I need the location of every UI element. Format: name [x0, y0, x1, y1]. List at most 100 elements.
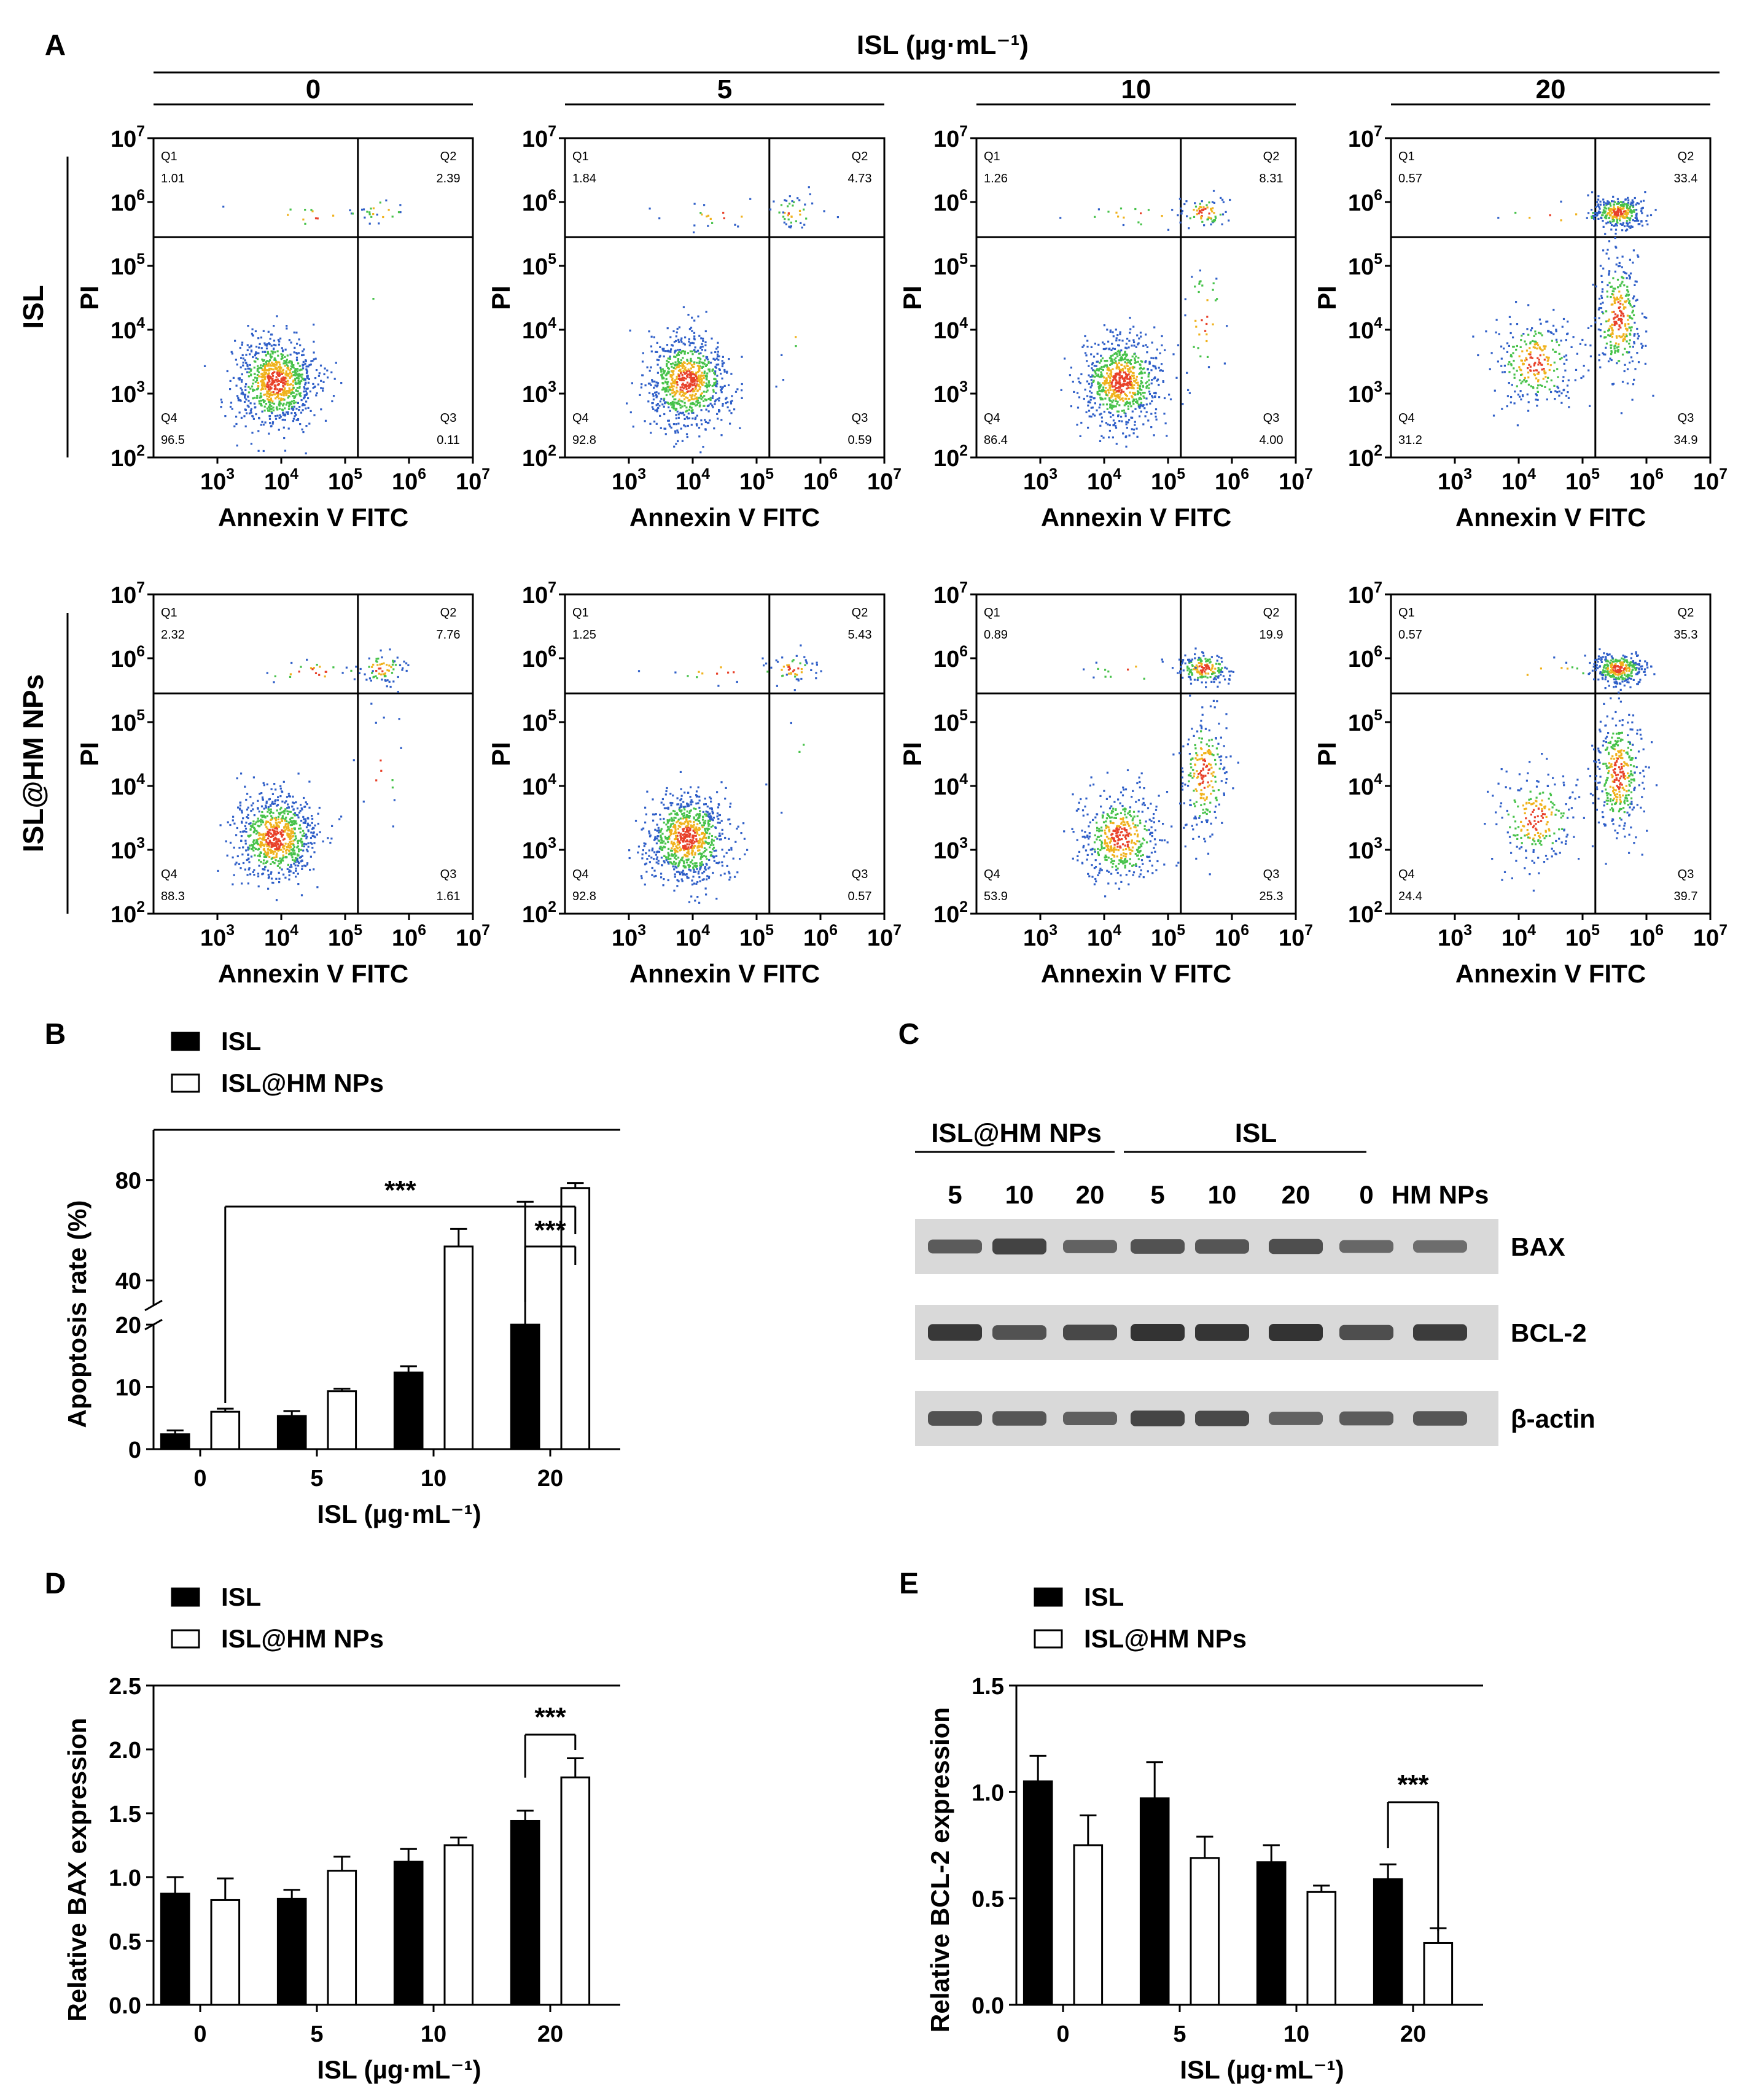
scatter-dot [1611, 212, 1613, 214]
scatter-dot [721, 833, 723, 835]
scatter-dot [1627, 208, 1630, 210]
scatter-dot [1117, 414, 1120, 416]
scatter-dot [670, 426, 672, 429]
q1-name: Q1 [161, 150, 177, 163]
scatter-dot [1127, 359, 1129, 361]
scatter-dot [788, 225, 790, 228]
scatter-dot [287, 849, 290, 852]
scatter-dot [1613, 203, 1616, 206]
scatter-dot [666, 383, 669, 386]
scatter-dot [667, 370, 669, 373]
scatter-dot [721, 365, 723, 368]
scatter-dot [672, 385, 675, 387]
scatter-dot [267, 851, 270, 854]
scatter-dot [268, 812, 271, 815]
scatter-dot [695, 828, 698, 830]
scatter-dot [676, 354, 678, 357]
scatter-dot [1110, 397, 1112, 399]
scatter-dot [256, 388, 259, 391]
scatter-dot [1085, 354, 1088, 357]
scatter-dot [664, 433, 667, 435]
scatter-dot [691, 394, 694, 396]
scatter-dot [283, 838, 286, 840]
scatter-dot [737, 225, 739, 228]
scatter-dot [682, 394, 685, 397]
scatter-dot [247, 400, 250, 402]
scatter-dot [1131, 366, 1134, 369]
scatter-dot [273, 402, 276, 405]
scatter-dot [682, 361, 685, 364]
scatter-dot [690, 403, 692, 405]
scatter-dot [252, 389, 254, 392]
scatter-dot [275, 854, 278, 857]
scatter-dot [308, 378, 310, 380]
scatter-dot [674, 430, 677, 432]
scatter-dot [271, 351, 274, 353]
scatter-dot [284, 449, 287, 452]
scatter-dot [1110, 400, 1112, 402]
scatter-dot [668, 419, 670, 422]
scatter-dot [1107, 211, 1110, 213]
scatter-dot [1583, 365, 1585, 367]
scatter-dot [284, 823, 287, 825]
scatter-dot [289, 870, 292, 873]
scatter-dot [1069, 374, 1071, 376]
scatter-dot [672, 362, 674, 365]
scatter-dot [1605, 252, 1608, 255]
scatter-dot [1132, 432, 1135, 435]
scatter-dot [658, 831, 660, 834]
scatter-dot [241, 854, 244, 856]
scatter-dot [298, 392, 300, 395]
scatter-dot [372, 298, 375, 300]
scatter-dot [1562, 376, 1565, 378]
scatter-dot [672, 841, 675, 844]
scatter-dot [1634, 284, 1636, 286]
scatter-dot [1555, 329, 1557, 331]
scatter-dot [644, 842, 647, 845]
scatter-dot [281, 419, 284, 421]
scatter-dot [720, 391, 723, 394]
scatter-dot [1623, 225, 1626, 228]
scatter-dot [1535, 340, 1537, 343]
scatter-dot [1115, 329, 1117, 331]
scatter-dot [1111, 407, 1113, 410]
scatter-dot [268, 405, 270, 408]
scatter-dot [707, 362, 710, 365]
scatter-dot [1525, 349, 1529, 352]
scatter-dot [1139, 392, 1142, 394]
scatter-dot [1637, 219, 1640, 222]
scatter-dot [1554, 390, 1557, 392]
scatter-dot [1632, 262, 1634, 264]
scatter-dot [664, 391, 666, 393]
scatter-dot [1208, 201, 1210, 204]
scatter-dot [1525, 359, 1528, 361]
scatter-dot [266, 383, 268, 386]
scatter-dot [292, 371, 294, 373]
scatter-dot [1617, 208, 1619, 210]
scatter-dot [1621, 281, 1624, 283]
scatter-dot [285, 826, 287, 828]
scatter-dot [262, 833, 265, 835]
scatter-dot [674, 398, 677, 400]
scatter-dot [728, 872, 731, 874]
scatter-dot [677, 370, 680, 372]
scatter-dot [1116, 403, 1118, 405]
scatter-dot [302, 364, 305, 366]
q1-value: 1.84 [572, 172, 596, 185]
scatter-dot [1086, 360, 1088, 362]
scatter-dot [1076, 424, 1078, 426]
scatter-dot [242, 830, 244, 833]
scatter-dot [271, 421, 275, 424]
scatter-dot [296, 387, 298, 389]
scatter-dot [289, 360, 291, 362]
scatter-dot [1576, 352, 1578, 355]
scatter-dot [271, 402, 273, 404]
scatter-dot [257, 387, 259, 390]
scatter-dot [1225, 211, 1227, 213]
scatter-dot [1112, 354, 1114, 357]
scatter-dot [1628, 301, 1630, 304]
scatter-dot [270, 350, 273, 352]
scatter-dot [350, 212, 353, 215]
scatter-dot [246, 349, 249, 351]
scatter-dot [680, 339, 682, 341]
